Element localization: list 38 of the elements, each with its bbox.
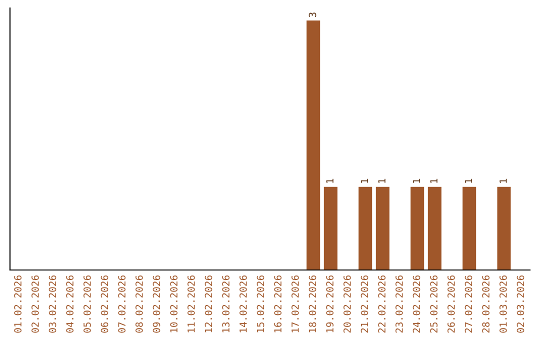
x-tick-label: 18.02.2026 — [308, 275, 316, 332]
x-tick-label: 20.02.2026 — [343, 275, 351, 333]
x-tick-label: 08.02.2026 — [135, 275, 143, 333]
x-tick-label: 05.02.2026 — [83, 275, 91, 333]
x-tick-label: 01.03.2026 — [499, 275, 507, 333]
x-tick-label: 17.02.2026 — [291, 275, 299, 332]
x-tick-label: 25.02.2026 — [430, 275, 438, 333]
x-tick-label: 02.02.2026 — [31, 275, 39, 333]
x-tick-label: 14.02.2026 — [239, 275, 247, 332]
data-label: 1 — [464, 178, 472, 183]
x-tick-label: 01.02.2026 — [14, 275, 22, 333]
x-tick-label: 23.02.2026 — [395, 275, 403, 333]
x-tick-label: 28.02.2026 — [482, 275, 490, 333]
data-label: 1 — [412, 178, 420, 183]
x-tick-label: 19.02.2026 — [326, 275, 334, 332]
data-label: 3 — [308, 12, 316, 18]
data-label: 1 — [500, 178, 507, 183]
x-tick-label: 22.02.2026 — [378, 275, 386, 333]
x-tick-label: 07.02.2026 — [118, 275, 126, 333]
x-tick-label: 13.02.2026 — [222, 275, 230, 332]
x-tick-label: 02.03.2026 — [516, 275, 524, 333]
x-tick-label: 16.02.2026 — [274, 275, 282, 332]
data-label: 1 — [378, 178, 386, 183]
data-label: 1 — [430, 178, 438, 183]
x-tick-label: 03.02.2026 — [48, 275, 56, 333]
data-label: 1 — [360, 178, 368, 183]
x-tick-label: 21.02.2026 — [360, 275, 368, 333]
x-tick-label: 04.02.2026 — [66, 275, 74, 333]
x-tick-label: 11.02.2026 — [187, 275, 195, 332]
x-tick-label: 27.02.2026 — [464, 275, 472, 333]
x-tick-label: 09.02.2026 — [152, 275, 160, 333]
x-tick-label: 15.02.2026 — [256, 275, 264, 332]
x-tick-label: 26.02.2026 — [447, 275, 455, 333]
x-tick-label: 06.02.2026 — [100, 275, 108, 333]
x-tick-label: 12.02.2026 — [204, 275, 212, 332]
x-tick-label: 10.02.2026 — [170, 275, 178, 332]
x-tick-label: 24.02.2026 — [412, 275, 420, 333]
data-label: 1 — [326, 178, 334, 183]
